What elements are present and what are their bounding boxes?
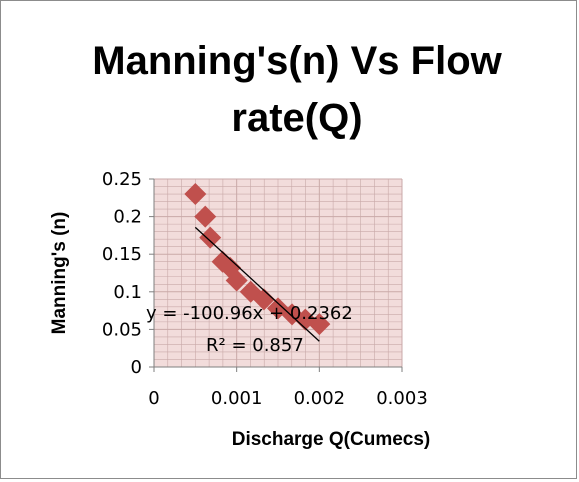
data-point xyxy=(184,183,207,206)
chart-title-line-2: rate(Q) xyxy=(231,96,362,140)
y-axis-title: Manning's (n) xyxy=(49,212,70,335)
x-tick-label: 0 xyxy=(148,388,159,409)
data-point xyxy=(308,313,331,336)
y-tick-label: 0.15 xyxy=(102,244,142,265)
data-point xyxy=(194,205,217,228)
y-tick-label: 0.1 xyxy=(113,282,142,303)
x-tick-label: 0.003 xyxy=(376,388,428,409)
r-squared-label: R² = 0.857 xyxy=(206,335,304,356)
y-tick-label: 0.2 xyxy=(113,207,142,228)
data-point xyxy=(252,288,275,311)
x-axis-title: Discharge Q(Cumecs) xyxy=(232,429,431,450)
trendline-group xyxy=(194,226,320,342)
trendline xyxy=(194,226,320,342)
y-tick-label: 0.25 xyxy=(102,169,142,190)
y-tick-label: 0 xyxy=(131,357,142,378)
data-points xyxy=(184,183,331,336)
x-tick-label: 0.002 xyxy=(294,388,346,409)
chart-title-line-1: Manning's(n) Vs Flow xyxy=(92,39,502,83)
tick-labels: 0 0.05 0.1 0.15 0.2 0.25 0 0.001 0.002 0.003 xyxy=(102,169,428,409)
x-tick-label: 0.001 xyxy=(211,388,263,409)
data-point xyxy=(225,269,248,292)
axes xyxy=(149,178,403,372)
trendline-equation: y = -100.96x + 0.2362 xyxy=(146,303,353,324)
y-tick-label: 0.05 xyxy=(102,319,142,340)
data-point xyxy=(199,226,222,249)
